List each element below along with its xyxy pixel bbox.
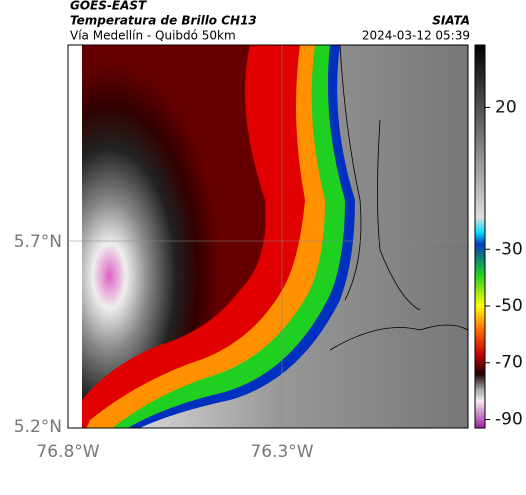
lat-label: 5.2°N [14,417,62,437]
title: Temperatura de Brillo CH13 [70,14,257,28]
map-frame [67,44,469,429]
colorbar-tick-label: -50 [495,296,523,316]
timestamp: 2024-03-12 05:39 [362,29,470,43]
colorbar [474,44,486,429]
subtitle: Vía Medellín - Quibdó 50km [70,29,236,43]
colorbar-tick-label: -70 [495,353,523,373]
lon-label: 76.8°W [36,442,99,462]
colorbar-tick-label: -90 [495,409,523,429]
colorbar-tick-label: -30 [495,239,523,259]
lon-label: 76.3°W [250,442,313,462]
satellite-image [68,45,468,428]
lat-label: 5.7°N [14,232,62,252]
colorbar-tick-label: 20 [495,97,517,117]
source: GOES-EAST [70,0,147,13]
organization: SIATA [432,14,470,28]
